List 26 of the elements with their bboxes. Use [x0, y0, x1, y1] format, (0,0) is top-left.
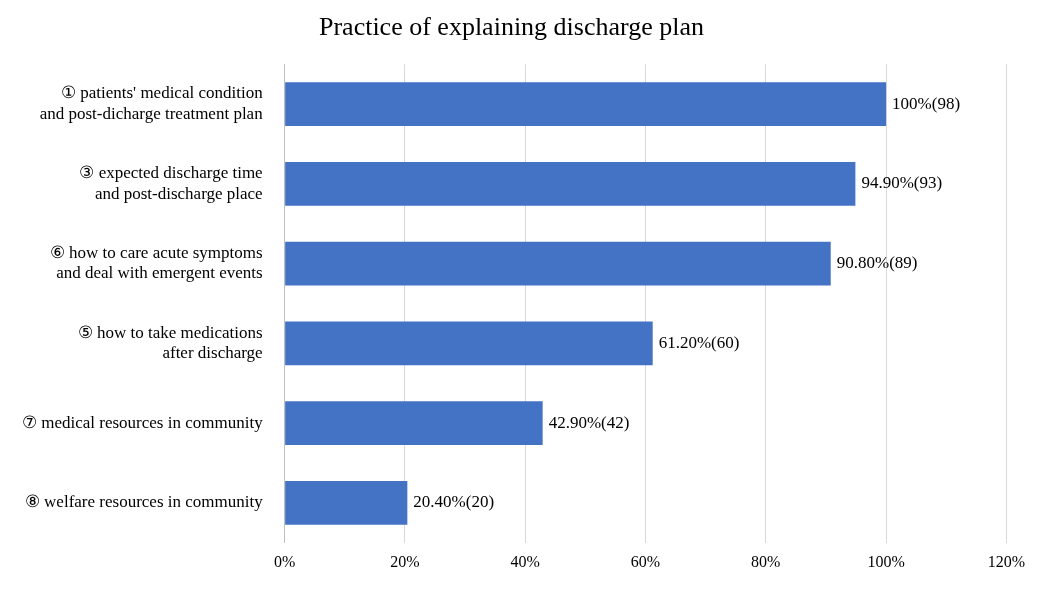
- bar: [285, 401, 543, 446]
- bar: [285, 480, 408, 525]
- data-label: 94.90%(93): [861, 173, 943, 193]
- x-tick-label: 100%: [867, 552, 905, 570]
- data-label: 20.40%(20): [413, 492, 495, 512]
- bar: [285, 241, 831, 286]
- x-tick-label: 20%: [390, 552, 420, 570]
- data-label: 42.90%(42): [548, 412, 630, 432]
- y-tick-label: ⑥ how to care acute symptoms and deal with emergent events: [49, 242, 263, 283]
- x-tick-label: 80%: [751, 552, 781, 570]
- x-tick-label: 40%: [510, 552, 540, 570]
- bar: [285, 321, 653, 366]
- chart-title: Practice of explaining discharge plan: [318, 12, 705, 42]
- y-tick-label: ③ expected discharge time and post-discharge place: [79, 163, 263, 203]
- data-label: 100%(98): [892, 93, 961, 113]
- y-tick-label: ⑧ welfare resources in community: [24, 492, 264, 512]
- y-tick-label: ⑤ how to take medications after discharge: [77, 322, 263, 363]
- x-tick-label: 60%: [630, 552, 661, 570]
- data-label: 61.20%(60): [658, 332, 740, 352]
- bar: [285, 161, 856, 206]
- y-tick-label: ⑦ medical resources in community: [21, 412, 264, 432]
- bar: [285, 82, 887, 127]
- y-tick-label: ① patients' medical condition and post-dicharge treatment plan: [39, 83, 264, 123]
- data-label: 90.80%(89): [836, 253, 918, 273]
- x-tick-label: 0%: [273, 552, 296, 570]
- x-tick-label: 120%: [987, 552, 1025, 570]
